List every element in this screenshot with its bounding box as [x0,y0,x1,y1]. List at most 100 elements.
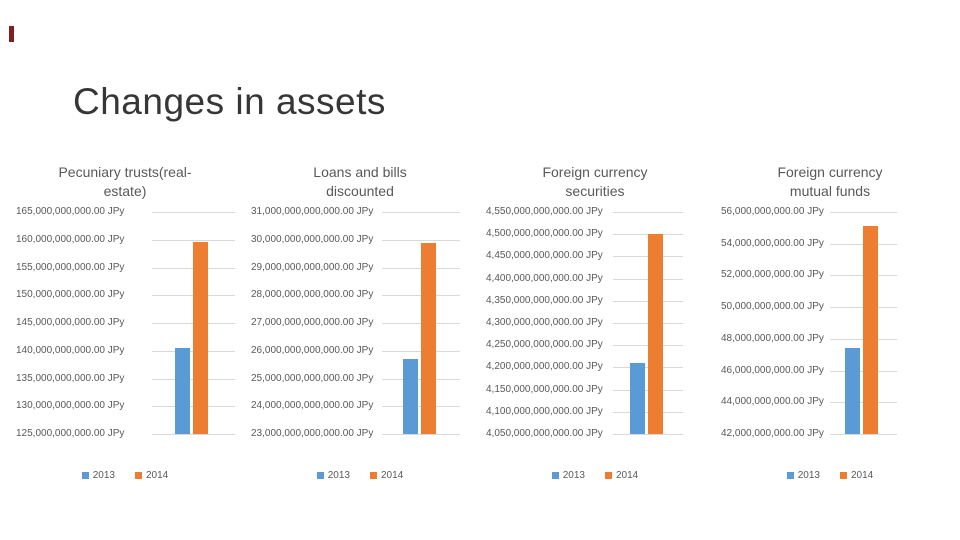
y-tick-label: 26,000,000,000,000.00 JPy [251,344,374,356]
gridline [152,239,235,241]
legend-swatch-2013 [551,472,559,479]
chart-panel-2: Loans and bills discounted 31,000,000,000… [245,150,475,490]
chart-title-text: Foreign currency securities [542,164,648,199]
chart-title-text: Pecuniary trusts(real-estate) [58,164,192,199]
y-tick-label: 4,500,000,000,000.00 JPy [486,228,603,240]
gridline [613,212,683,213]
y-tick-label: 135,000,000,000.00 JPy [16,372,125,384]
chart-title-text: Loans and bills discounted [313,164,407,199]
y-tick-label: 4,400,000,000,000.00 JPy [486,272,603,284]
legend-item-2013: 2013 [786,470,820,481]
bar-2014 [420,243,436,434]
legend: 2013 2014 [715,470,945,481]
bar-2014 [193,242,208,434]
y-tick-label: 23,000,000,000,000.00 JPy [251,428,374,439]
y-tick-label: 155,000,000,000.00 JPy [16,261,125,273]
y-tick-label: 4,450,000,000,000.00 JPy [486,250,603,262]
bar-2013 [175,348,190,434]
y-tick-label: 42,000,000,000.00 JPy [721,428,824,439]
charts-row: Pecuniary trusts(real-estate) 165,000,000… [10,150,945,490]
plot-area: 31,000,000,000,000.00 JPy 30,000,000,000,… [245,206,475,439]
y-tick-label: 4,200,000,000,000.00 JPy [486,361,603,373]
gridline [152,434,235,435]
gridline [830,434,897,435]
gridline [613,434,683,435]
y-tick-label: 4,050,000,000,000.00 JPy [486,428,603,439]
y-tick-label: 48,000,000,000.00 JPy [721,332,824,344]
chart-panel-3: Foreign currency securities 4,550,000,000… [480,150,710,490]
legend-label: 2014 [146,470,169,481]
y-tick-label: 150,000,000,000.00 JPy [16,289,125,301]
gridline [382,434,460,435]
y-tick-label: 56,000,000,000.00 JPy [721,206,824,217]
y-tick-label: 160,000,000,000.00 JPy [16,233,125,245]
chart-panel-4: Foreign currency mutual funds 56,000,000,… [715,150,945,490]
legend-item-2013: 2013 [551,470,585,481]
y-tick-label: 30,000,000,000,000.00 JPy [251,233,374,245]
legend-item-2014: 2014 [135,470,168,481]
bar-2013 [845,348,860,434]
legend: 2013 2014 [245,470,475,481]
slide-accent-mark [9,26,14,42]
y-tick-label: 54,000,000,000.00 JPy [721,237,824,249]
y-tick-label: 4,150,000,000,000.00 JPy [486,383,603,395]
y-tick-label: 50,000,000,000.00 JPy [721,301,824,313]
y-tick-label: 4,350,000,000,000.00 JPy [486,294,603,306]
plot-area: 4,550,000,000,000.00 JPy 4,500,000,000,00… [480,206,710,439]
legend-label: 2013 [327,470,350,481]
chart-title: Pecuniary trusts(real-estate) [10,150,240,208]
y-tick-label: 4,550,000,000,000.00 JPy [486,206,603,217]
legend-label: 2014 [381,470,404,481]
y-tick-label: 140,000,000,000.00 JPy [16,344,125,356]
legend-label: 2014 [616,470,639,481]
y-tick-label: 25,000,000,000,000.00 JPy [251,372,374,384]
bar-2014 [647,234,663,434]
plot-area: 56,000,000,000.00 JPy 54,000,000,000.00 J… [715,206,945,439]
y-tick-label: 29,000,000,000,000.00 JPy [251,261,374,273]
bar-2014 [863,226,878,434]
legend-item-2013: 2013 [81,470,115,481]
legend-swatch-2014 [840,472,847,479]
chart-title: Foreign currency securities [480,150,710,208]
legend-swatch-2014 [605,472,612,479]
y-tick-label: 165,000,000,000.00 JPy [16,206,125,217]
chart-title-text: Foreign currency mutual funds [777,164,883,199]
bar-2013 [629,363,645,434]
y-tick-label: 4,300,000,000,000.00 JPy [486,317,603,328]
legend-item-2014: 2014 [605,470,638,481]
legend-swatch-2014 [370,472,377,479]
legend-swatch-2013 [316,472,324,479]
legend-label: 2013 [92,470,115,481]
legend-item-2014: 2014 [840,470,873,481]
y-tick-label: 28,000,000,000,000.00 JPy [251,289,374,301]
gridline [830,212,897,213]
y-tick-label: 145,000,000,000.00 JPy [16,317,125,328]
y-tick-label: 31,000,000,000,000.00 JPy [251,206,374,217]
legend-swatch-2014 [135,472,142,479]
plot-area: 165,000,000,000.00 JPy 160,000,000,000.00… [10,206,240,439]
slide-title: Changes in assets [73,80,386,122]
y-tick-label: 130,000,000,000.00 JPy [16,400,125,412]
y-tick-label: 46,000,000,000.00 JPy [721,364,824,376]
gridline [152,212,235,213]
legend: 2013 2014 [480,470,710,481]
legend-label: 2013 [562,470,585,481]
legend: 2013 2014 [10,470,240,481]
chart-title: Loans and bills discounted [245,150,475,208]
bar-2013 [402,359,418,434]
gridline [382,212,460,213]
gridline [382,239,460,241]
y-tick-label: 27,000,000,000,000.00 JPy [251,317,374,328]
y-tick-label: 44,000,000,000.00 JPy [721,396,824,408]
legend-label: 2013 [797,470,820,481]
chart-title: Foreign currency mutual funds [715,150,945,208]
legend-swatch-2013 [81,472,89,479]
y-tick-label: 24,000,000,000,000.00 JPy [251,400,374,412]
chart-panel-1: Pecuniary trusts(real-estate) 165,000,000… [10,150,240,490]
y-tick-label: 4,100,000,000,000.00 JPy [486,405,603,417]
legend-item-2013: 2013 [316,470,350,481]
legend-label: 2014 [851,470,874,481]
legend-item-2014: 2014 [370,470,403,481]
y-tick-label: 125,000,000,000.00 JPy [16,428,125,439]
legend-swatch-2013 [786,472,794,479]
